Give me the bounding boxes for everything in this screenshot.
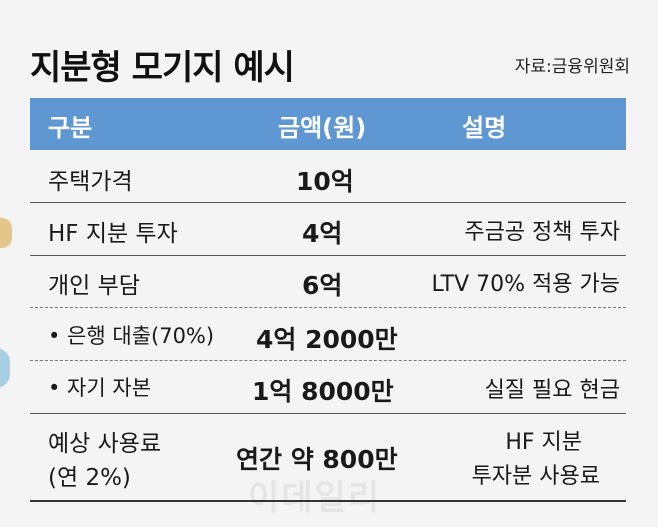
row-divider (30, 255, 626, 256)
header-description: 설명 (462, 114, 507, 142)
watermark: 이데일리 (248, 478, 382, 518)
blue-decoration-icon (0, 348, 10, 388)
row-label: • 자기 자본 (48, 376, 152, 400)
row-description: 주금공 정책 투자 (464, 220, 620, 245)
table-bottom-border (30, 500, 626, 502)
row-amount: 4억 (302, 219, 343, 248)
row-label: 개인 부담 (48, 273, 140, 299)
row-description: 실질 필요 현금 (484, 378, 620, 403)
row-amount: 10억 (296, 167, 354, 196)
row-label: • 은행 대출(70%) (48, 324, 215, 348)
row-divider (30, 413, 626, 414)
source-label: 자료:금융위원회 (514, 57, 630, 77)
row-label: HF 지분 투자 (48, 221, 178, 247)
row-label: 주택가격 (48, 169, 133, 195)
row-divider (30, 307, 626, 308)
row-label-line1: 예상 사용료 (48, 431, 162, 457)
header-category: 구분 (48, 114, 93, 142)
row-description-line1: HF 지분 (505, 430, 582, 455)
coin-decoration-icon (0, 218, 12, 248)
table-header: 구분 금액(원) 설명 (30, 98, 626, 150)
page-title: 지분형 모기지 예시 (30, 48, 295, 88)
row-label-line2: (연 2%) (48, 465, 131, 491)
row-divider (30, 360, 626, 361)
row-amount: 6억 (302, 271, 343, 300)
row-description: LTV 70% 적용 가능 (431, 272, 620, 297)
row-amount: 4억 2000만 (256, 325, 398, 354)
header-amount: 금액(원) (278, 114, 367, 142)
row-amount: 1억 8000만 (252, 377, 394, 406)
row-amount: 연간 약 800만 (236, 445, 398, 474)
row-divider (30, 202, 626, 203)
row-description-line2: 투자분 사용료 (471, 464, 600, 489)
